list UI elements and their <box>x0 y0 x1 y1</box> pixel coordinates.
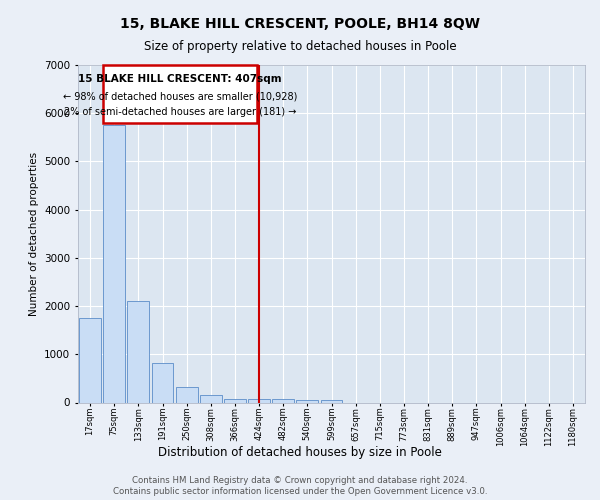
Bar <box>200 396 221 402</box>
Text: ← 98% of detached houses are smaller (10,928): ← 98% of detached houses are smaller (10… <box>63 92 297 102</box>
Text: Size of property relative to detached houses in Poole: Size of property relative to detached ho… <box>143 40 457 53</box>
Bar <box>296 400 318 402</box>
Text: 2% of semi-detached houses are larger (181) →: 2% of semi-detached houses are larger (1… <box>64 106 296 117</box>
Bar <box>176 387 197 402</box>
Text: Contains public sector information licensed under the Open Government Licence v3: Contains public sector information licen… <box>113 487 487 496</box>
Bar <box>272 399 294 402</box>
Text: Distribution of detached houses by size in Poole: Distribution of detached houses by size … <box>158 446 442 459</box>
Bar <box>224 398 246 402</box>
Bar <box>79 318 101 402</box>
Bar <box>320 400 343 402</box>
Text: Contains HM Land Registry data © Crown copyright and database right 2024.: Contains HM Land Registry data © Crown c… <box>132 476 468 485</box>
Bar <box>103 65 257 123</box>
Bar <box>127 301 149 402</box>
Text: 15 BLAKE HILL CRESCENT: 407sqm: 15 BLAKE HILL CRESCENT: 407sqm <box>78 74 282 84</box>
Bar <box>103 126 125 402</box>
Y-axis label: Number of detached properties: Number of detached properties <box>29 152 38 316</box>
Text: 15, BLAKE HILL CRESCENT, POOLE, BH14 8QW: 15, BLAKE HILL CRESCENT, POOLE, BH14 8QW <box>120 18 480 32</box>
Bar <box>248 398 270 402</box>
Bar <box>152 363 173 403</box>
